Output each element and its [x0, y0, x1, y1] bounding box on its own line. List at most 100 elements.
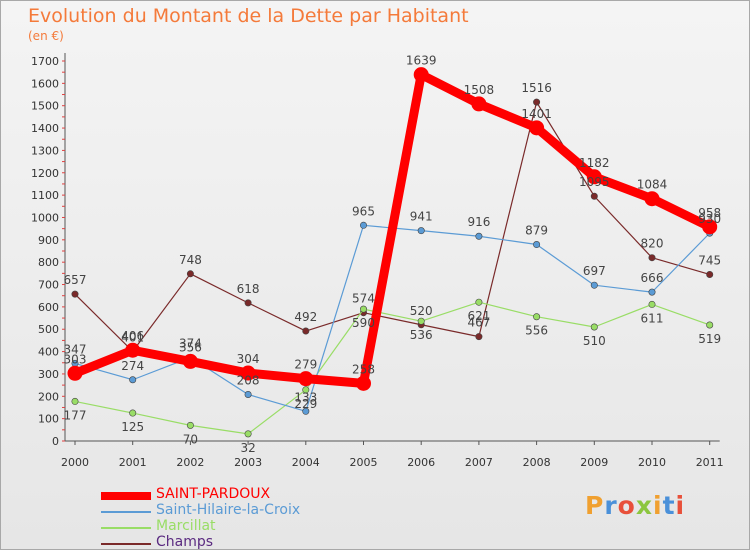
- data-point: [356, 375, 371, 391]
- data-point: [586, 169, 602, 185]
- data-point: [244, 391, 252, 399]
- data-label: 467: [467, 316, 490, 330]
- data-point: [244, 430, 252, 438]
- y-tick-label: 200: [38, 390, 59, 403]
- data-point: [129, 376, 137, 384]
- data-label: 590: [352, 316, 375, 330]
- data-point: [706, 270, 714, 278]
- x-tick-label: 2007: [465, 456, 493, 469]
- x-tick-label: 2002: [176, 456, 204, 469]
- data-label: 941: [410, 210, 433, 224]
- chart-title: Evolution du Montant de la Dette par Hab…: [28, 5, 469, 27]
- data-label: 519: [698, 332, 721, 346]
- data-label: 304: [237, 352, 260, 366]
- y-tick-label: 1300: [31, 144, 59, 157]
- data-label: 274: [121, 359, 144, 373]
- data-point: [417, 317, 425, 325]
- legend-label: Champs: [156, 534, 214, 550]
- data-label: 258: [352, 362, 375, 376]
- data-point: [644, 191, 660, 207]
- data-label: 177: [64, 408, 87, 422]
- data-point: [475, 298, 483, 306]
- y-tick-label: 1700: [31, 55, 59, 68]
- data-point: [471, 96, 487, 112]
- data-point: [590, 281, 598, 289]
- y-tick-label: 300: [38, 368, 59, 381]
- legend-label: Marcillat: [156, 518, 216, 534]
- data-label: 70: [183, 432, 198, 446]
- data-point: [413, 67, 429, 83]
- data-label: 657: [64, 273, 87, 287]
- data-point: [648, 300, 656, 308]
- data-label: 520: [410, 304, 433, 318]
- data-label: 556: [525, 324, 548, 338]
- data-label: 930: [698, 212, 721, 226]
- data-point: [298, 371, 314, 387]
- unit-label: (en €): [28, 29, 64, 43]
- data-label: 1508: [464, 83, 495, 97]
- data-point: [359, 305, 367, 313]
- proxiti-logo: Proxiti: [585, 491, 685, 520]
- logo-letter: o: [617, 491, 636, 520]
- legend-label: SAINT-PARDOUX: [156, 486, 271, 502]
- data-label: 958: [698, 206, 721, 220]
- series-line-champs: [74, 101, 711, 352]
- data-point: [529, 120, 545, 136]
- legend-swatch: [101, 511, 151, 513]
- y-tick-label: 400: [38, 346, 59, 359]
- data-label: 347: [64, 342, 87, 356]
- data-label: 745: [698, 253, 721, 267]
- data-label: 697: [583, 264, 606, 278]
- legend-swatch: [101, 543, 151, 545]
- data-point: [302, 327, 310, 335]
- data-point: [71, 397, 79, 405]
- data-label: 406: [121, 329, 144, 343]
- data-point: [71, 290, 79, 298]
- data-label: 1084: [637, 178, 668, 192]
- data-point: [302, 386, 310, 394]
- x-tick-label: 2003: [234, 456, 262, 469]
- data-point: [648, 288, 656, 296]
- data-label: 820: [641, 237, 664, 251]
- data-point: [182, 353, 198, 369]
- data-point: [590, 323, 598, 331]
- data-point: [590, 192, 598, 200]
- data-point: [186, 421, 194, 429]
- y-tick-label: 1400: [31, 122, 59, 135]
- data-label: 621: [467, 309, 490, 323]
- data-label: 666: [641, 271, 664, 285]
- y-tick-label: 1200: [31, 167, 59, 180]
- x-tick-label: 2010: [638, 456, 666, 469]
- data-label: 279: [294, 358, 317, 372]
- logo-letter: P: [585, 491, 605, 520]
- data-point: [244, 299, 252, 307]
- legend-swatch: [101, 527, 151, 529]
- data-point: [533, 313, 541, 321]
- logo-letter: i: [675, 491, 686, 520]
- y-tick-label: 900: [38, 234, 59, 247]
- y-tick-label: 1500: [31, 100, 59, 113]
- data-label: 303: [64, 352, 87, 366]
- data-label: 611: [641, 311, 664, 325]
- y-tick-label: 600: [38, 301, 59, 314]
- data-label: 401: [121, 330, 144, 344]
- data-label: 1516: [521, 81, 552, 95]
- data-point: [186, 270, 194, 278]
- data-point: [475, 333, 483, 341]
- data-label: 492: [294, 310, 317, 324]
- y-tick-label: 1100: [31, 189, 59, 202]
- data-label: 536: [410, 328, 433, 342]
- logo-letter: r: [604, 491, 618, 520]
- data-point: [359, 221, 367, 229]
- data-label: 748: [179, 253, 202, 267]
- data-point: [533, 241, 541, 249]
- y-tick-label: 800: [38, 256, 59, 269]
- data-label: 133: [294, 390, 317, 404]
- data-label: 356: [179, 340, 202, 354]
- data-label: 229: [294, 397, 317, 411]
- data-point: [302, 407, 310, 415]
- data-point: [129, 409, 137, 417]
- data-point: [475, 232, 483, 240]
- data-label: 32: [240, 441, 255, 455]
